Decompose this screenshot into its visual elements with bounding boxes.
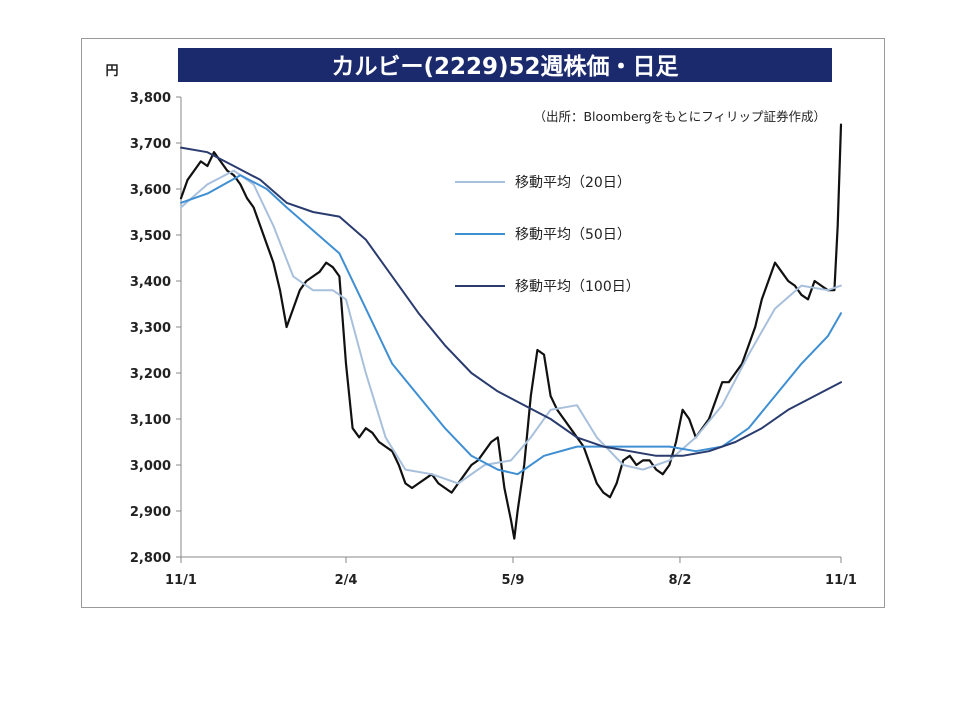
y-tick-label: 3,700 <box>130 137 171 152</box>
legend-label: 移動平均（100日） <box>515 279 640 295</box>
legend-label: 移動平均（20日） <box>515 175 631 191</box>
chart-svg: カルビー(2229)52週株価・日足 円 （出所：Bloombergをもとにフィ… <box>105 48 857 588</box>
y-tick-label: 3,200 <box>130 367 171 382</box>
y-tick-label: 2,900 <box>130 505 171 520</box>
price-series-line <box>179 123 843 540</box>
y-tick-label: 3,000 <box>130 459 171 474</box>
chart-frame: カルビー(2229)52週株価・日足 円 （出所：Bloombergをもとにフィ… <box>81 38 885 608</box>
y-tick-label: 3,800 <box>130 91 171 106</box>
y-tick-label: 3,500 <box>130 229 171 244</box>
axes-layer: 3,800 3,700 3,600 3,500 3,400 3,300 3,200 3,100… <box>130 91 857 588</box>
y-tick-label: 3,400 <box>130 275 171 290</box>
y-tick-label: 3,600 <box>130 183 171 198</box>
source-note: （出所：Bloombergをもとにフィリップ証券作成） <box>533 109 826 124</box>
series-layer <box>179 123 843 540</box>
x-tick-label: 11/1 <box>825 573 857 588</box>
moving-average-line-3 <box>180 146 842 457</box>
y-tick-label: 2,800 <box>130 551 171 566</box>
x-tick-label: 8/2 <box>669 573 692 588</box>
y-axis-unit-label: 円 <box>105 64 118 79</box>
x-tick-label: 5/9 <box>502 573 525 588</box>
legend-label: 移動平均（50日） <box>515 227 631 243</box>
chart-title: カルビー(2229)52週株価・日足 <box>331 54 678 80</box>
y-tick-label: 3,300 <box>130 321 171 336</box>
y-tick-label: 3,100 <box>130 413 171 428</box>
x-tick-label: 11/1 <box>165 573 197 588</box>
legend: 移動平均（20日） 移動平均（50日） 移動平均（100日） <box>455 175 640 295</box>
moving-average-line-2 <box>180 174 842 476</box>
chart-title-box <box>178 48 832 82</box>
x-tick-label: 2/4 <box>335 573 358 588</box>
moving-average-line-1 <box>180 169 842 485</box>
